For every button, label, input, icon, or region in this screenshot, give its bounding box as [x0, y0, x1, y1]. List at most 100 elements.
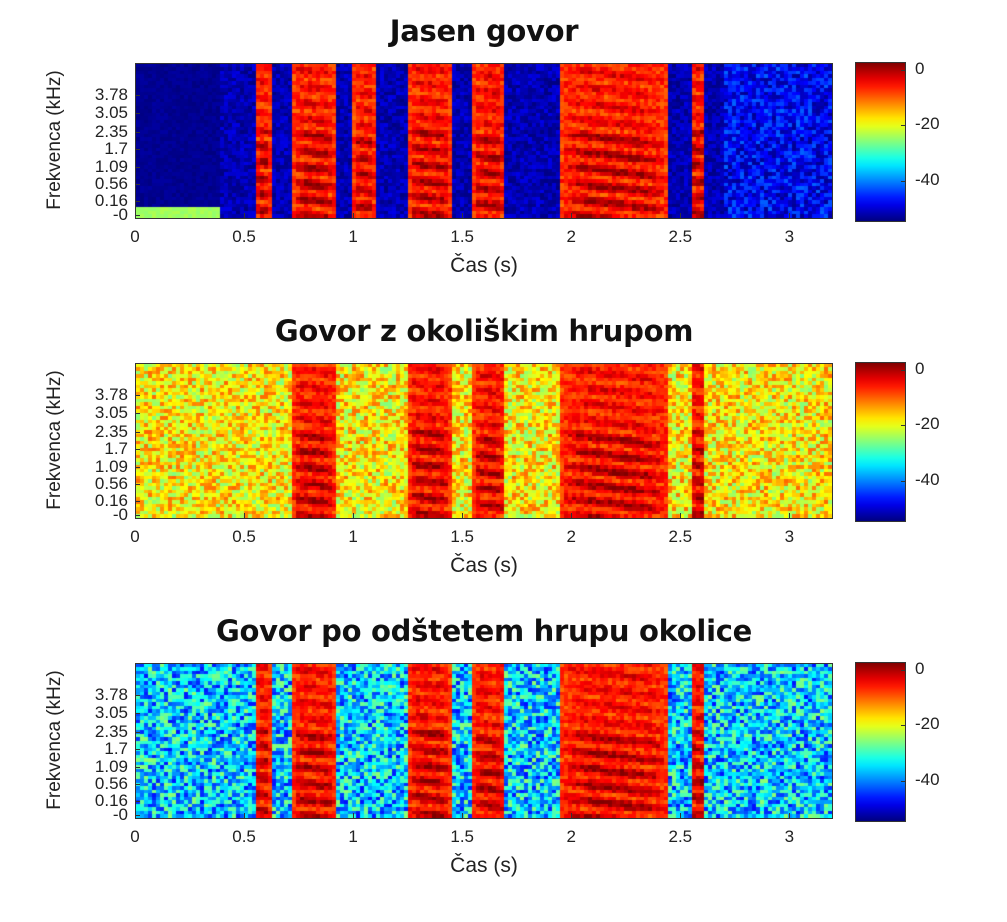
y-tick-label: -0	[112, 504, 128, 524]
colorbar-tick-mark	[901, 125, 906, 127]
colorbar-tick-mark	[901, 425, 906, 427]
y-tick-label: 1.7	[104, 439, 128, 459]
x-tick-mark	[135, 513, 136, 518]
y-tick-mark	[135, 166, 140, 168]
spectrogram-panel: Govor z okoliškim hrupom Frekvenca (kHz) -…	[0, 300, 1007, 600]
spectrogram-plot	[135, 63, 833, 219]
x-tick-label: 0.5	[232, 227, 256, 246]
x-tick-mark	[680, 513, 682, 518]
y-tick-label: 1.7	[104, 139, 128, 159]
y-tick-label: 0.16	[94, 490, 128, 510]
x-tick-mark	[353, 213, 355, 218]
x-tick-label: 1.5	[450, 527, 474, 546]
y-tick-mark	[135, 800, 140, 802]
x-tick-label: 0	[130, 527, 140, 546]
spectrogram-image	[136, 364, 832, 518]
y-tick-mark	[135, 413, 140, 415]
x-tick-mark	[244, 213, 246, 218]
y-tick-label: 3.78	[94, 684, 128, 704]
y-tick-label: 1.09	[94, 756, 128, 776]
x-tick-mark	[135, 813, 136, 818]
y-tick-mark	[135, 132, 140, 134]
spectrogram-plot	[135, 663, 833, 819]
y-tick-mark	[135, 766, 140, 768]
x-tick-mark	[244, 513, 246, 518]
x-tick-mark	[462, 213, 464, 218]
y-tick-mark	[135, 113, 140, 115]
y-tick-mark	[135, 149, 140, 151]
x-axis-label: Čas (s)	[450, 254, 518, 277]
colorbar	[855, 662, 906, 822]
colorbar-tick-mark	[901, 180, 906, 182]
y-tick-mark	[135, 483, 140, 485]
x-tick-label: 0	[130, 827, 140, 846]
y-tick-label: 3.05	[94, 703, 128, 723]
x-tick-mark	[571, 513, 573, 518]
y-tick-label: 0.16	[94, 190, 128, 210]
colorbar	[855, 362, 906, 522]
y-tick-mark	[135, 183, 140, 185]
x-tick-label: 1.5	[450, 227, 474, 246]
colorbar-tick-mark	[901, 370, 906, 372]
chart-title: Jasen govor	[389, 14, 579, 48]
y-tick-label: 2.35	[94, 422, 128, 442]
x-axis-label: Čas (s)	[450, 554, 518, 577]
y-tick-label: -0	[112, 204, 128, 224]
y-tick-mark	[135, 466, 140, 468]
y-tick-mark	[135, 783, 140, 785]
x-tick-label: 1	[348, 527, 358, 546]
y-tick-label: 2.35	[94, 722, 128, 742]
y-tick-label: 1.09	[94, 156, 128, 176]
x-tick-mark	[135, 213, 136, 218]
y-tick-label: 2.35	[94, 122, 128, 142]
x-tick-label: 0.5	[232, 827, 256, 846]
y-tick-mark	[135, 500, 140, 502]
spectrogram-plot	[135, 363, 833, 519]
y-tick-label: 3.05	[94, 403, 128, 423]
y-tick-label: 0.16	[94, 790, 128, 810]
colorbar-tick-mark	[901, 780, 906, 782]
y-tick-label: 1.09	[94, 456, 128, 476]
y-axis-label: Frekvenca (kHz)	[44, 670, 65, 810]
y-tick-mark	[135, 394, 140, 396]
y-tick-mark	[135, 749, 140, 751]
colorbar-tick-mark	[901, 670, 906, 672]
x-tick-mark	[789, 813, 791, 818]
colorbar-tick-label: -40	[915, 169, 940, 189]
x-tick-mark	[789, 213, 791, 218]
y-tick-mark	[135, 694, 140, 696]
colorbar-tick-label: -20	[915, 714, 940, 734]
colorbar-tick-mark	[901, 480, 906, 482]
x-tick-mark	[353, 513, 355, 518]
colorbar-tick-label: -20	[915, 114, 940, 134]
y-tick-label: 3.78	[94, 84, 128, 104]
spectrogram-image	[136, 64, 832, 218]
colorbar-tick-label: -40	[915, 769, 940, 789]
x-tick-label: 3	[784, 827, 795, 846]
y-tick-mark	[135, 200, 140, 202]
y-tick-label: 0.56	[94, 773, 128, 793]
spectrogram-panel: Jasen govor Frekvenca (kHz) -0 0.16 0.56 1.09…	[0, 0, 1007, 300]
y-tick-mark	[135, 449, 140, 451]
x-tick-mark	[680, 813, 682, 818]
y-axis-label: Frekvenca (kHz)	[44, 370, 65, 510]
x-tick-label: 0	[130, 227, 140, 246]
x-tick-label: 2.5	[668, 527, 693, 546]
chart-title: Govor z okoliškim hrupom	[274, 314, 694, 348]
x-tick-label: 0.5	[232, 527, 256, 546]
colorbar-tick-label: 0	[915, 359, 925, 379]
x-tick-label: 1	[348, 827, 358, 846]
colorbar-tick-label: -20	[915, 414, 940, 434]
x-tick-label: 3	[784, 527, 795, 546]
colorbar	[855, 62, 906, 222]
x-tick-mark	[462, 813, 464, 818]
x-tick-mark	[789, 513, 791, 518]
x-tick-label: 1.5	[450, 827, 474, 846]
x-tick-mark	[680, 213, 682, 218]
y-tick-label: 3.78	[94, 384, 128, 404]
spectrogram-panel: Govor po odštetem hrupu okolice Frekvenca…	[0, 600, 1007, 900]
x-tick-label: 2.5	[668, 227, 693, 246]
colorbar-tick-label: 0	[915, 659, 925, 679]
x-tick-label: 2	[566, 527, 576, 546]
y-tick-mark	[135, 214, 140, 216]
